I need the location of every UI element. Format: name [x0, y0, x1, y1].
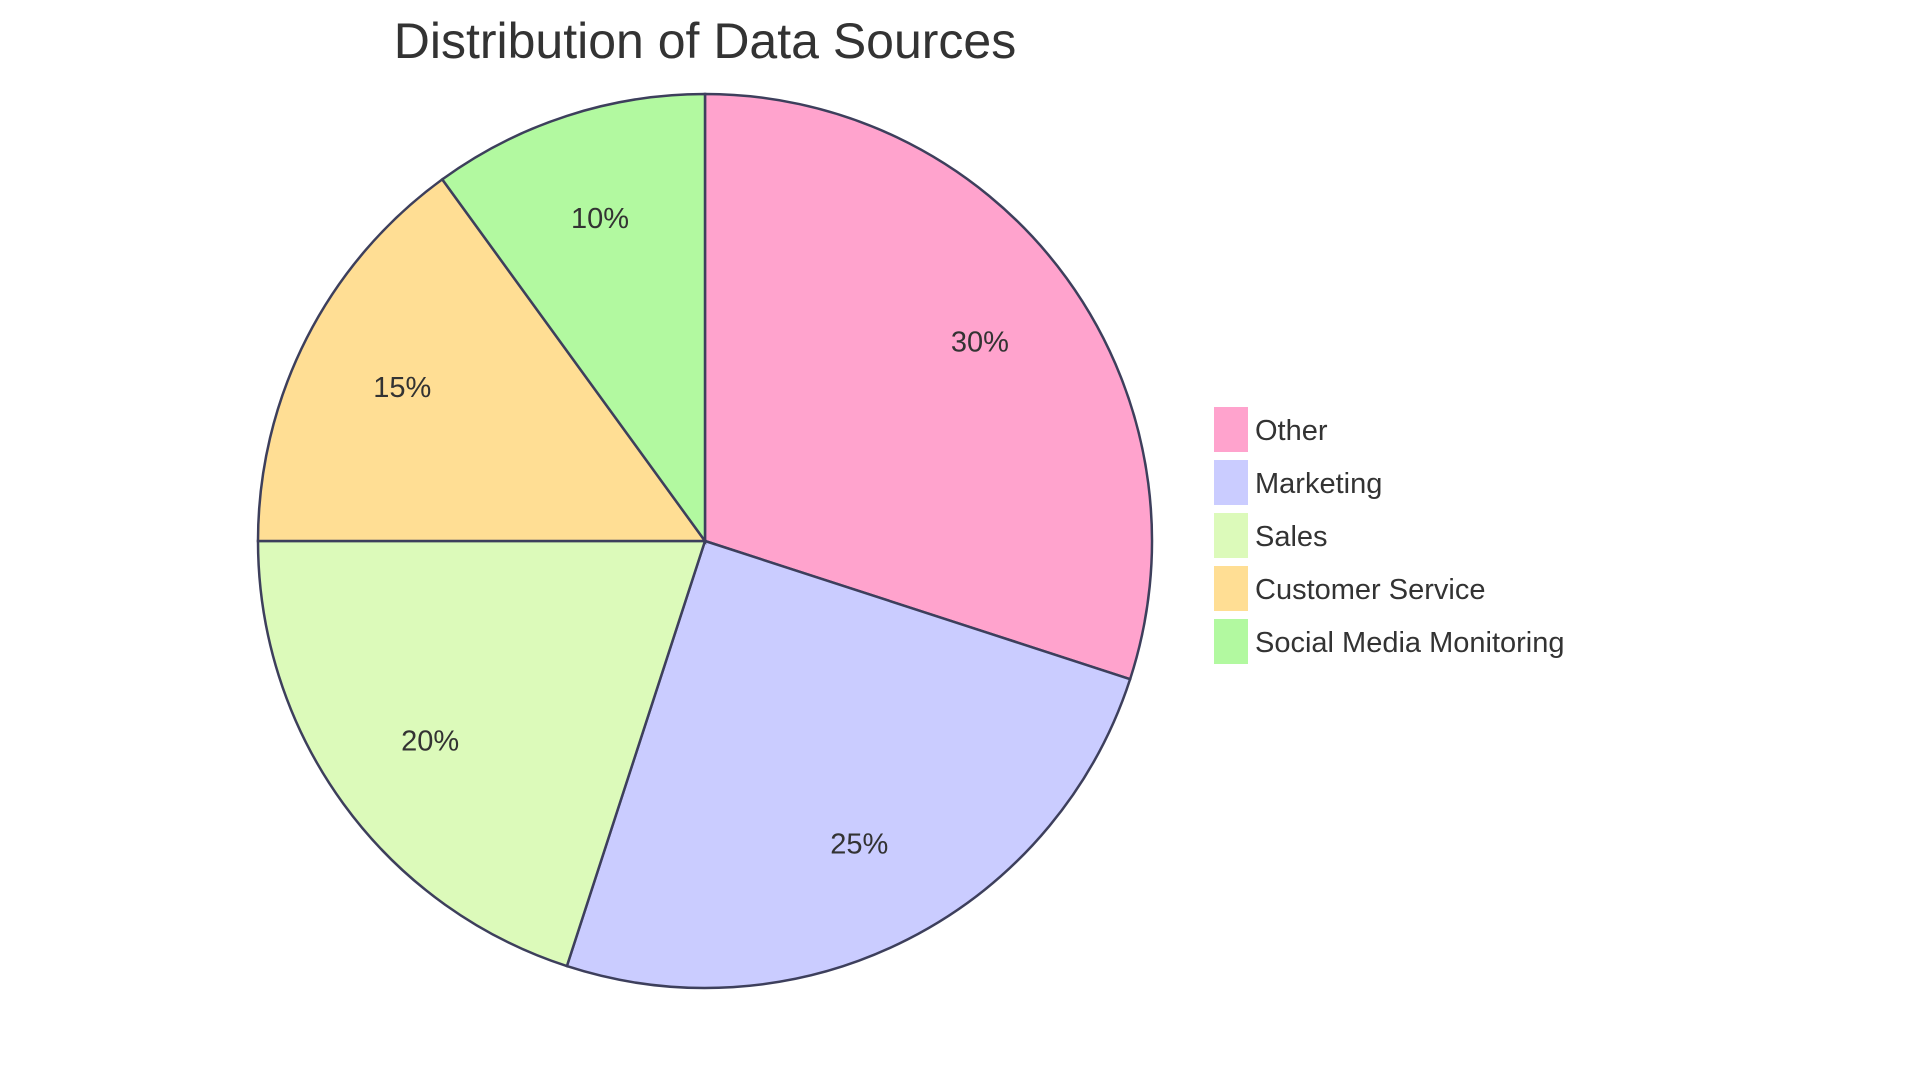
slice-label: 20% [401, 726, 459, 758]
slice-label: 15% [373, 372, 431, 404]
legend-swatch [1214, 619, 1248, 664]
legend-label: Social Media Monitoring [1255, 627, 1564, 659]
legend-swatch [1214, 566, 1248, 611]
legend-swatch [1214, 407, 1248, 452]
legend-label: Customer Service [1255, 574, 1485, 606]
chart-title: Distribution of Data Sources [394, 13, 1017, 69]
pie-slice-social-media-monitoring [440, 92, 707, 545]
slice-label: 30% [951, 326, 1009, 358]
pie-slices [256, 92, 1154, 990]
legend-label: Marketing [1255, 468, 1382, 500]
legend-swatch [1214, 513, 1248, 558]
legend-label: Sales [1255, 521, 1328, 553]
legend-label: Other [1255, 415, 1328, 447]
pie-slice-customer-service [256, 177, 708, 543]
slice-label: 10% [571, 203, 629, 235]
legend: Other Marketing Sales Customer Service Socia… [1214, 407, 1564, 664]
pie-slice-sales [256, 539, 707, 968]
slice-label: 25% [830, 829, 888, 861]
pie-slice-other [703, 92, 1154, 681]
legend-swatch [1214, 460, 1248, 505]
slice-labels: 30% 25% 20% 15% 10% [373, 203, 1009, 861]
pie-slice-marketing [565, 539, 1132, 990]
